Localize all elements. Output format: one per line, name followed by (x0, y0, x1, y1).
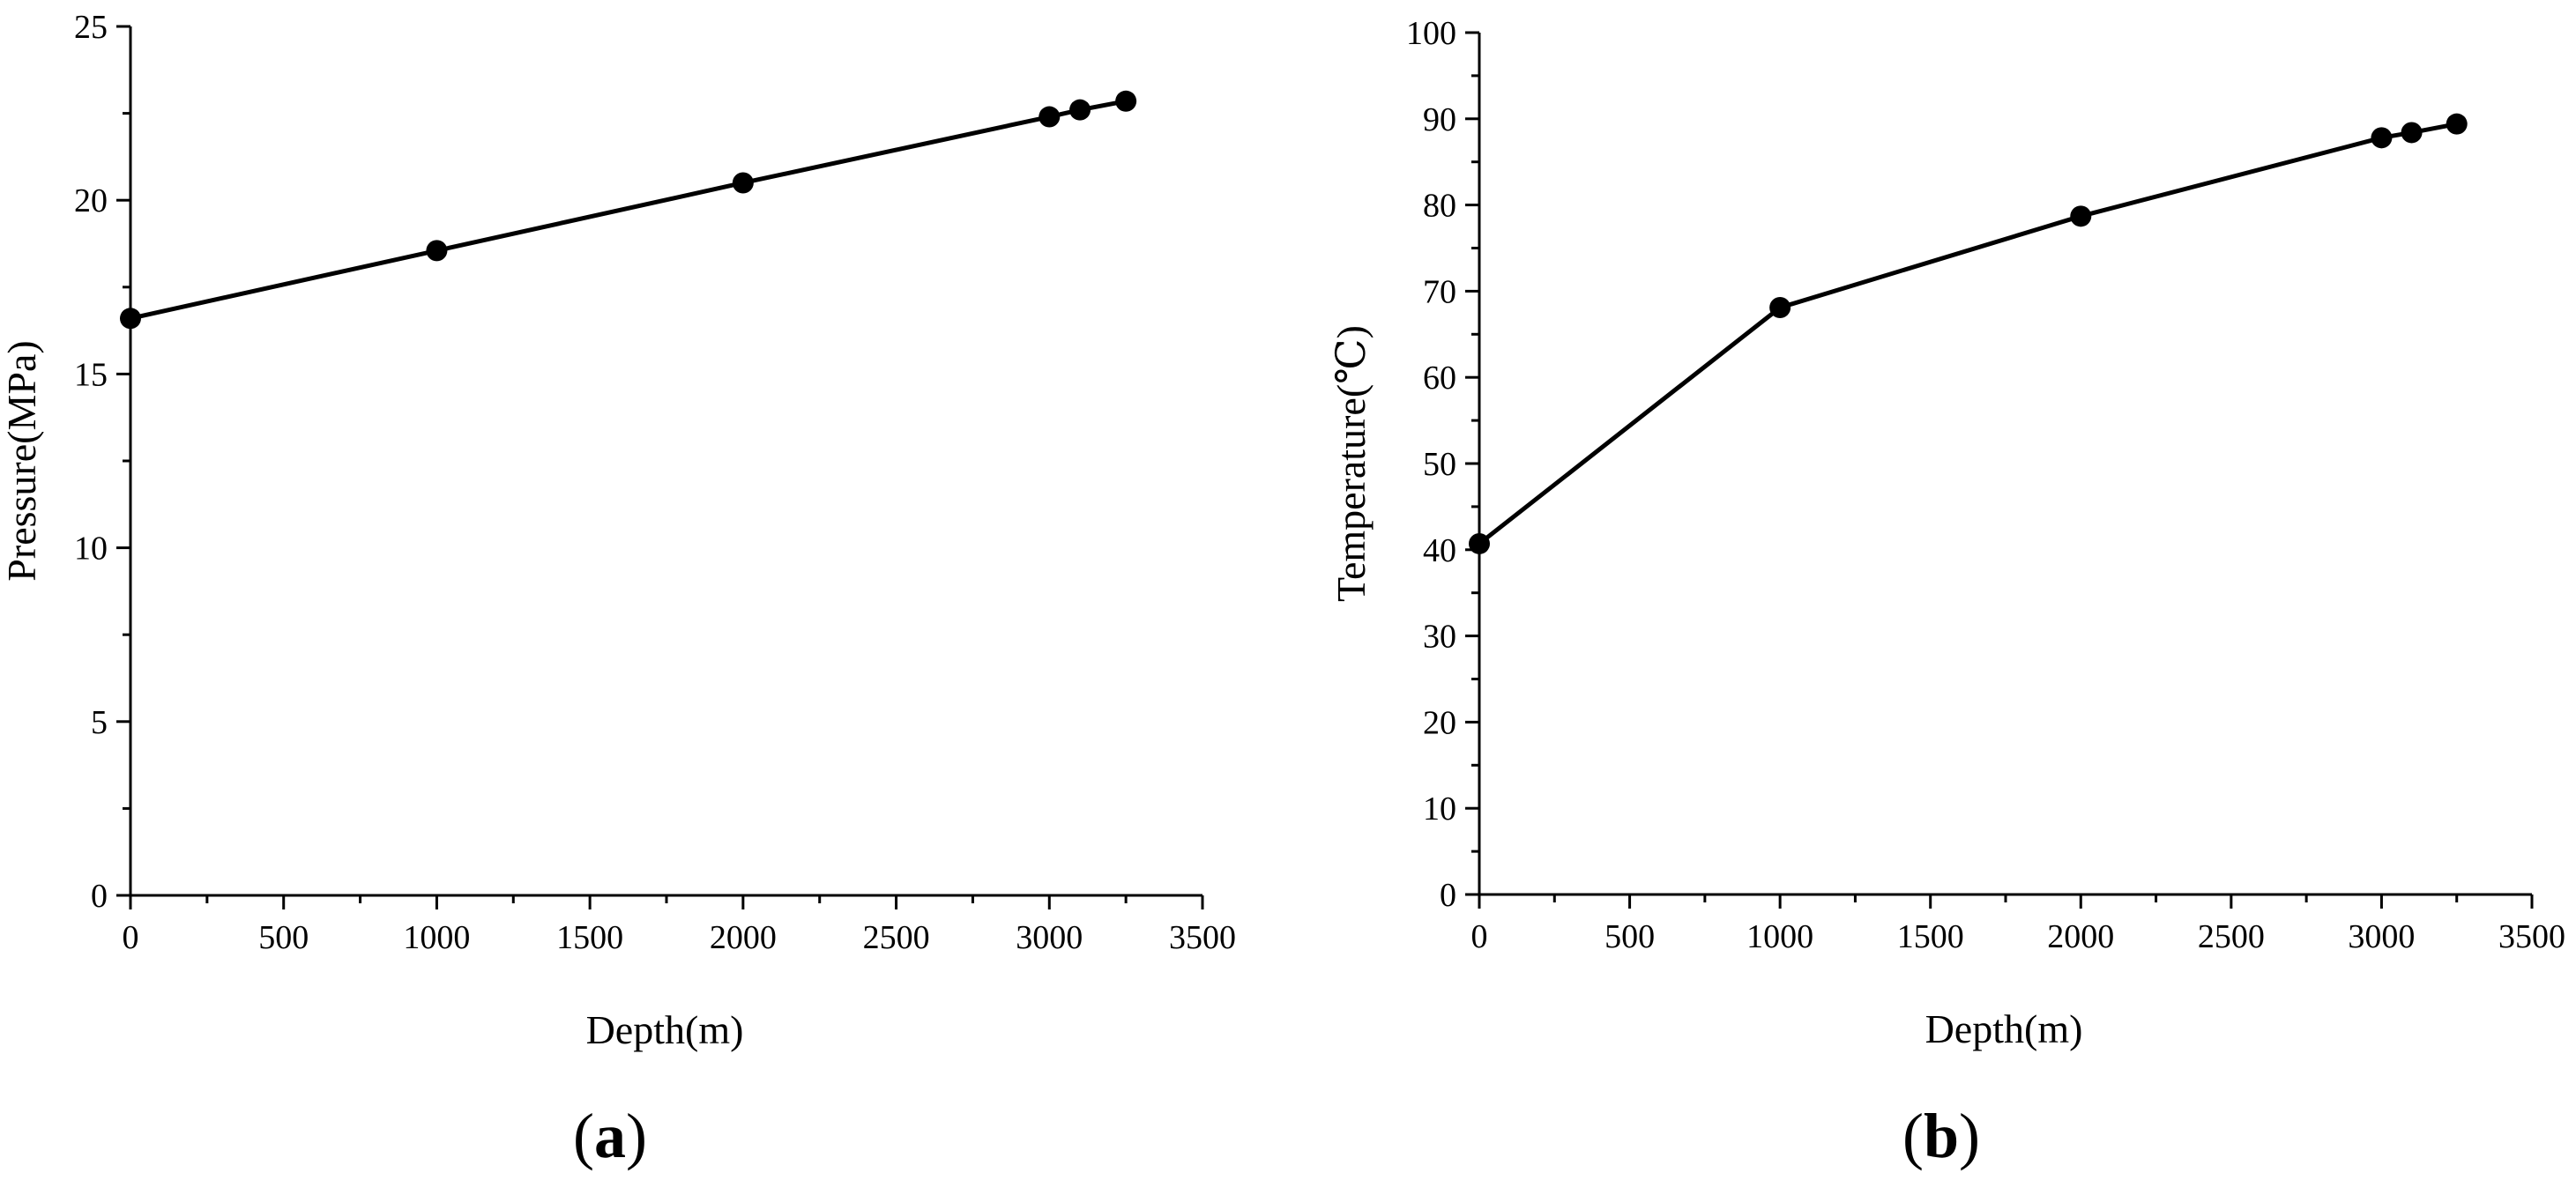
y-tick-label: 60 (1423, 360, 1456, 397)
x-tick-label: 2000 (710, 919, 777, 956)
y-tick-label: 10 (74, 531, 108, 568)
panel-label-a: (a) (573, 1101, 647, 1171)
chart-pressure-vs-depth: 0 500 1000 1500 2000 2500 3000 3500 0 5 10 15 20 25 De… (0, 9, 1236, 1052)
x-tick-label: 0 (1471, 918, 1488, 955)
data-point (1469, 532, 1490, 554)
y-tick-label: 15 (74, 356, 108, 393)
data-point (1769, 296, 1791, 318)
y-tick-label: 0 (91, 878, 108, 915)
x-tick-label: 2000 (2047, 918, 2114, 955)
y-tick-label: 40 (1423, 532, 1456, 569)
x-tick-label: 1500 (1897, 918, 1964, 955)
panel-label-b: (b) (1902, 1101, 1981, 1171)
data-point (426, 240, 448, 262)
data-point (1115, 90, 1137, 112)
y-tick-label: 0 (1440, 877, 1456, 914)
data-point (120, 308, 141, 330)
y-tick-label: 20 (1423, 704, 1456, 741)
x-tick-label: 2500 (863, 919, 930, 956)
x-tick-label: 0 (123, 919, 139, 956)
x-tick-label: 3500 (1169, 919, 1236, 956)
data-point (2371, 127, 2393, 149)
y-tick-label: 80 (1423, 188, 1456, 225)
x-tick-label: 1000 (1746, 918, 1813, 955)
series-line (130, 99, 1127, 321)
data-point (2401, 122, 2423, 144)
y-tick-label: 90 (1423, 101, 1456, 138)
x-tick-label: 500 (258, 919, 309, 956)
x-tick-label: 1500 (556, 919, 623, 956)
y-tick-label: 20 (74, 182, 108, 219)
data-point (1039, 106, 1061, 128)
data-point (2446, 113, 2468, 135)
y-tick-label: 100 (1406, 15, 1456, 52)
chart-temperature-vs-depth: 0 500 1000 1500 2000 2500 3000 3500 0 10 20 30 40 50 6… (1329, 15, 2565, 1051)
y-tick-label: 10 (1423, 790, 1456, 828)
data-point (2070, 205, 2092, 227)
x-tick-label: 3000 (1016, 919, 1083, 956)
x-axis-label: Depth(m) (586, 1007, 744, 1052)
series-line (1478, 122, 2458, 546)
y-tick-label: 30 (1423, 619, 1456, 656)
x-tick-label: 1000 (403, 919, 470, 956)
y-tick-label: 70 (1423, 273, 1456, 310)
y-axis-label: Temperature(℃) (1329, 325, 1374, 602)
x-tick-label: 3000 (2348, 918, 2415, 955)
y-tick-label: 5 (91, 704, 108, 741)
y-tick-label: 50 (1423, 446, 1456, 483)
x-axis-label: Depth(m) (1925, 1006, 2083, 1051)
x-tick-label: 2500 (2198, 918, 2265, 955)
data-point (1069, 99, 1091, 121)
y-tick-label: 25 (74, 9, 108, 46)
y-axis-label: Pressure(MPa) (0, 340, 44, 581)
x-tick-label: 3500 (2498, 918, 2565, 955)
data-point (732, 172, 754, 194)
x-tick-label: 500 (1604, 918, 1655, 955)
